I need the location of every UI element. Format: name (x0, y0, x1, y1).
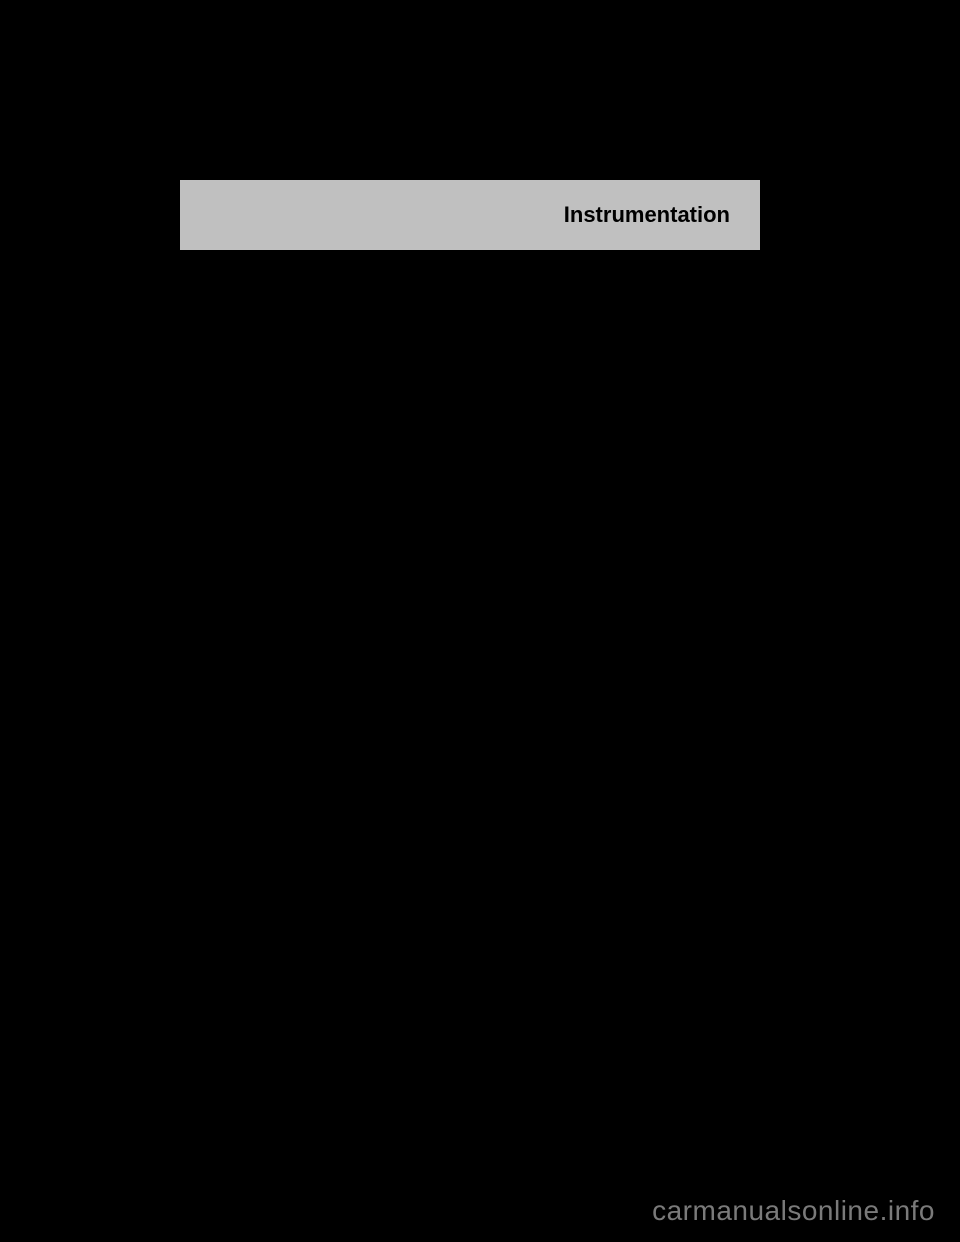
document-page: Instrumentation (180, 180, 760, 300)
watermark-text: carmanualsonline.info (652, 1195, 935, 1227)
svg-text:CHECK: CHECK (622, 735, 640, 742)
page-title: Instrumentation (564, 202, 730, 228)
oil-can-icon: CHECK GAGE (550, 700, 640, 760)
svg-text:GAGE: GAGE (622, 743, 640, 750)
battery-icon (550, 580, 625, 635)
header-bar: Instrumentation (180, 180, 760, 250)
high-beam-icon (550, 315, 620, 365)
